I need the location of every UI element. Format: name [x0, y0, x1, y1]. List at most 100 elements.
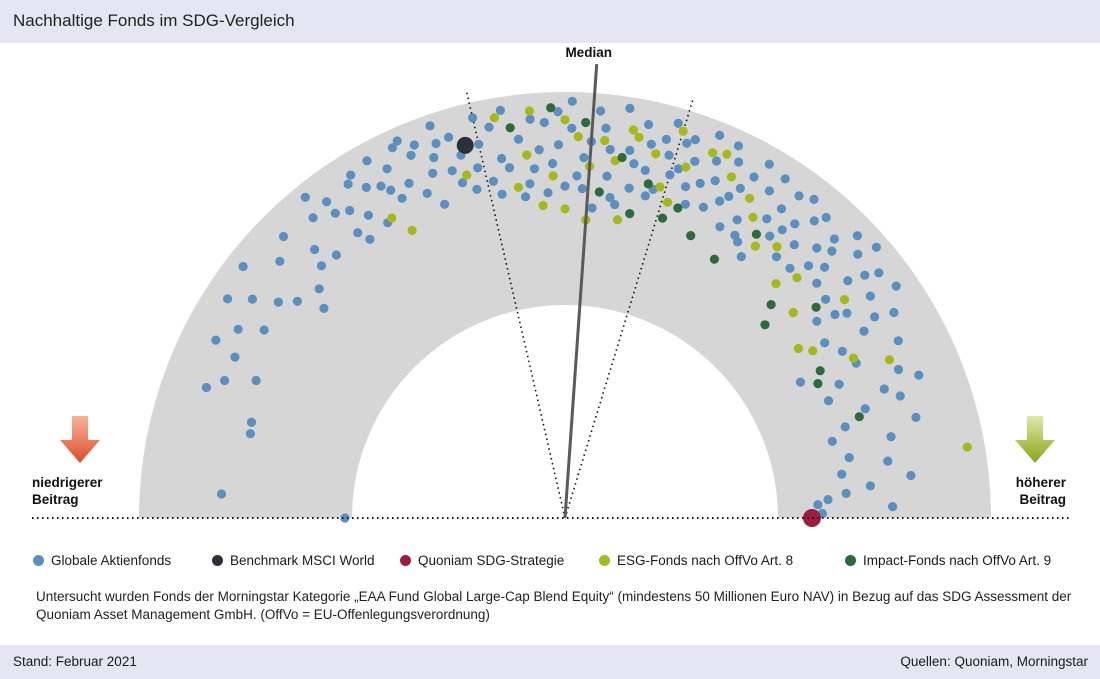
point-globale-aktienfonds-17 — [300, 192, 310, 202]
point-globale-aktienfonds-66 — [820, 338, 830, 348]
point-benchmark-msci-world-0 — [456, 136, 474, 154]
point-globale-aktienfonds-129 — [275, 256, 285, 266]
point-globale-aktienfonds-165 — [472, 184, 482, 194]
point-esg-fonds-nach-offvo-art-8-1 — [524, 106, 535, 116]
point-globale-aktienfonds-134 — [521, 192, 531, 202]
point-globale-aktienfonds-52 — [735, 183, 745, 193]
point-globale-aktienfonds-145 — [680, 199, 691, 209]
point-esg-fonds-nach-offvo-art-8-18 — [513, 182, 524, 192]
point-globale-aktienfonds-64 — [812, 316, 822, 326]
point-impact-fonds-nach-offvo-art-9-7 — [709, 254, 720, 264]
point-globale-aktienfonds-185 — [865, 481, 876, 491]
point-globale-aktienfonds-27 — [425, 121, 435, 131]
point-globale-aktienfonds-157 — [827, 246, 837, 256]
point-globale-aktienfonds-78 — [837, 469, 847, 479]
point-esg-fonds-nach-offvo-art-8-9 — [681, 162, 691, 172]
point-impact-fonds-nach-offvo-art-9-8 — [751, 229, 762, 239]
quartile-line-1 — [564, 96, 695, 519]
sdg-semicircle-chart: Median niedrigerer Beitrag höherer Beitr… — [32, 45, 1070, 527]
point-esg-fonds-nach-offvo-art-8-35 — [462, 170, 472, 180]
point-globale-aktienfonds-3 — [246, 417, 257, 427]
point-globale-aktienfonds-127 — [308, 213, 318, 223]
point-globale-aktienfonds-72 — [879, 384, 889, 394]
point-globale-aktienfonds-166 — [457, 178, 468, 188]
point-globale-aktienfonds-164 — [837, 346, 848, 356]
point-globale-aktienfonds-120 — [914, 370, 924, 380]
point-impact-fonds-nach-offvo-art-9-1 — [505, 123, 515, 133]
point-globale-aktienfonds-158 — [812, 278, 822, 288]
high-label-line2: Beitrag — [1019, 492, 1066, 507]
point-globale-aktienfonds-168 — [428, 168, 438, 178]
point-globale-aktienfonds-96 — [625, 145, 635, 155]
point-globale-aktienfonds-108 — [736, 252, 746, 262]
point-globale-aktienfonds-8 — [223, 294, 233, 304]
legend-item-impact: Impact-Fonds nach OffVo Art. 9 — [845, 553, 1051, 568]
legend-dot-icon — [212, 555, 223, 566]
point-globale-aktienfonds-149 — [749, 172, 759, 182]
point-esg-fonds-nach-offvo-art-8-11 — [722, 149, 732, 159]
point-esg-fonds-nach-offvo-art-8-10 — [708, 148, 718, 158]
header-bar: Nachhaltige Fonds im SDG-Vergleich — [0, 0, 1100, 43]
point-globale-aktienfonds-172 — [376, 181, 386, 191]
point-esg-fonds-nach-offvo-art-8-21 — [748, 212, 758, 222]
point-globale-aktienfonds-51 — [734, 157, 744, 167]
point-globale-aktienfonds-32 — [497, 189, 507, 199]
point-esg-fonds-nach-offvo-art-8-23 — [772, 242, 782, 252]
point-globale-aktienfonds-97 — [644, 119, 654, 130]
legend-dot-icon — [400, 555, 411, 566]
point-globale-aktienfonds-131 — [259, 325, 269, 335]
point-globale-aktienfonds-13 — [314, 284, 324, 294]
point-globale-aktienfonds-119 — [823, 396, 834, 406]
point-globale-aktienfonds-40 — [596, 106, 606, 116]
point-impact-fonds-nach-offvo-art-9-0 — [546, 103, 556, 113]
point-globale-aktienfonds-141 — [646, 139, 656, 149]
point-globale-aktienfonds-169 — [406, 150, 416, 160]
point-impact-fonds-nach-offvo-art-9-13 — [813, 379, 823, 389]
point-globale-aktienfonds-132 — [251, 375, 261, 386]
point-globale-aktienfonds-48 — [681, 182, 691, 192]
point-esg-fonds-nach-offvo-art-8-14 — [610, 156, 620, 166]
point-esg-fonds-nach-offvo-art-8-12 — [726, 172, 737, 182]
point-globale-aktienfonds-70 — [834, 379, 844, 389]
point-esg-fonds-nach-offvo-art-8-32 — [962, 442, 972, 452]
point-globale-aktienfonds-152 — [776, 204, 787, 214]
point-globale-aktienfonds-0 — [340, 513, 350, 523]
point-globale-aktienfonds-114 — [843, 276, 853, 286]
point-globale-aktienfonds-30 — [473, 163, 483, 173]
point-globale-aktienfonds-116 — [842, 308, 852, 318]
point-globale-aktienfonds-60 — [829, 234, 840, 244]
low-label-line1: niedrigerer — [32, 475, 103, 490]
median-label: Median — [565, 45, 612, 60]
point-globale-aktienfonds-94 — [601, 123, 611, 133]
point-globale-aktienfonds-148 — [724, 191, 734, 201]
point-globale-aktienfonds-180 — [504, 163, 515, 173]
point-esg-fonds-nach-offvo-art-8-36 — [538, 200, 548, 211]
point-globale-aktienfonds-36 — [539, 117, 549, 128]
point-globale-aktienfonds-1 — [216, 489, 227, 499]
point-globale-aktienfonds-171 — [397, 193, 407, 203]
point-globale-aktienfonds-79 — [906, 470, 916, 481]
point-globale-aktienfonds-111 — [809, 216, 819, 226]
point-esg-fonds-nach-offvo-art-8-8 — [678, 126, 688, 136]
point-globale-aktienfonds-24 — [404, 178, 414, 188]
point-esg-fonds-nach-offvo-art-8-39 — [663, 197, 673, 207]
semicircle-band — [139, 92, 991, 518]
legend-label: Impact-Fonds nach OffVo Art. 9 — [863, 553, 1052, 568]
high-arrow-icon — [1015, 416, 1055, 463]
point-globale-aktienfonds-184 — [883, 456, 893, 466]
point-globale-aktienfonds-4 — [220, 375, 230, 386]
point-globale-aktienfonds-110 — [809, 194, 819, 204]
point-globale-aktienfonds-177 — [525, 114, 535, 124]
point-esg-fonds-nach-offvo-art-8-0 — [489, 113, 499, 123]
point-impact-fonds-nach-offvo-art-9-14 — [854, 412, 864, 422]
point-globale-aktienfonds-49 — [715, 130, 725, 140]
legend-item-quoniam: Quoniam SDG-Strategie — [400, 553, 564, 568]
point-globale-aktienfonds-161 — [830, 309, 840, 320]
legend-dot-icon — [845, 555, 856, 566]
point-globale-aktienfonds-67 — [859, 326, 869, 336]
legend-item-global: Globale Aktienfonds — [33, 553, 171, 568]
point-esg-fonds-nach-offvo-art-8-7 — [651, 149, 661, 159]
point-globale-aktienfonds-47 — [673, 164, 684, 174]
point-globale-aktienfonds-38 — [567, 96, 577, 106]
point-esg-fonds-nach-offvo-art-8-3 — [573, 132, 583, 142]
